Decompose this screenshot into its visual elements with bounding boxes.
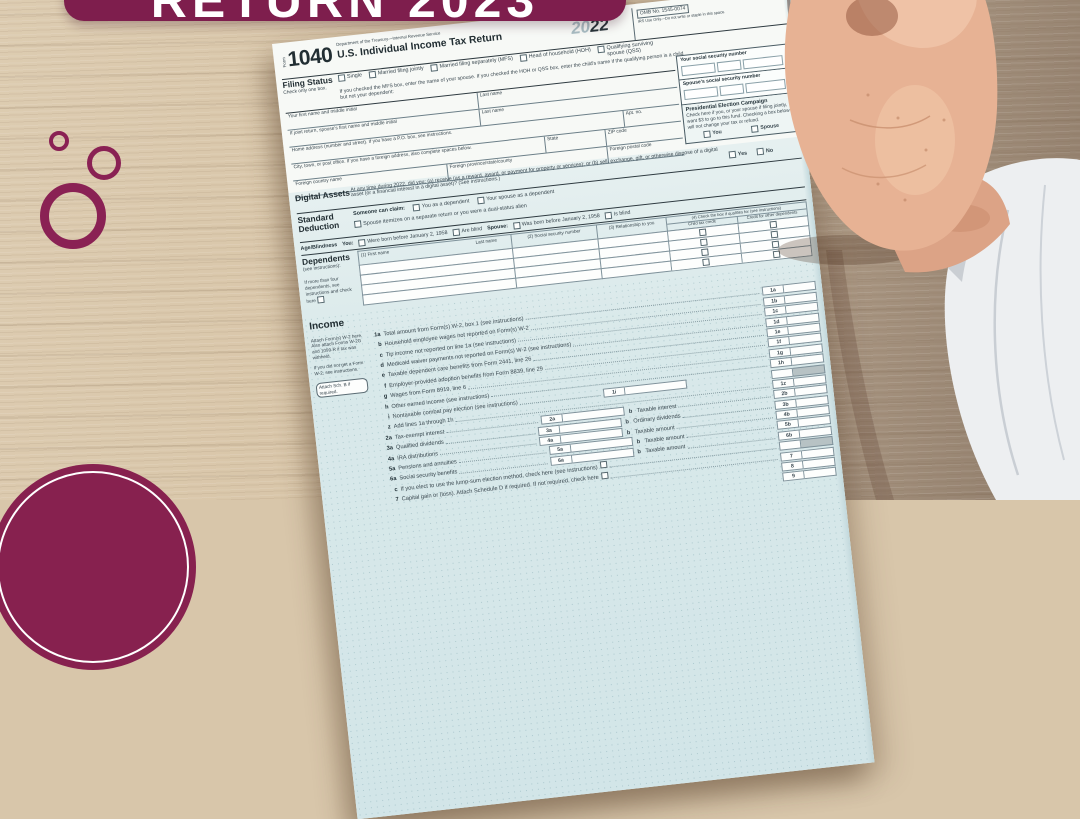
decorative-ring-medium [87,146,121,180]
banner-title: RETURN 2023 [150,0,540,28]
form-1040-paper: Form 1040 Department of the Treasury—Int… [272,0,875,819]
checkbox[interactable] [601,471,609,480]
spouse-blind-option[interactable]: Is blind [604,209,631,220]
income-margin: Income Attach Form(s) W-2 here. Also att… [309,316,369,399]
checkbox[interactable] [756,147,765,156]
dependents-margin: Dependents (see instructions): If more t… [302,252,361,305]
checkbox[interactable] [772,250,781,259]
filing-status-option-single[interactable]: Single [337,72,363,87]
checkbox[interactable] [701,248,710,257]
checkbox[interactable] [512,221,521,230]
checkbox[interactable] [604,211,613,219]
omb-block: OMB No. 1545-0074 IRS Use Only—Do not wr… [631,0,787,41]
standard-deduction-label: Standard Deduction [296,211,340,234]
form-number: 1040 [286,43,334,72]
checkbox[interactable] [769,220,777,229]
checkbox[interactable] [728,151,737,159]
election-you-option[interactable]: You [703,129,722,139]
digital-assets-yes[interactable]: Yes [728,150,748,160]
checkbox[interactable] [316,295,325,304]
spouse-label: Spouse: [486,223,509,232]
no-w2-note: If you did not get a Form W-2, see instr… [313,360,364,377]
checkbox[interactable] [699,228,707,237]
checkbox[interactable] [353,220,362,229]
checkbox[interactable] [700,238,708,247]
col-last-name: Last name [475,237,498,245]
attach-w2-note: Attach Form(s) W-2 here. Also attach For… [310,332,363,361]
checkbox[interactable] [430,63,439,72]
checkbox[interactable] [519,54,528,62]
decorative-ring-small [49,131,69,151]
you-blind-option[interactable]: Are blind [452,226,483,237]
you-label: You: [341,240,354,248]
age-blindness-label: Age/Blindness [300,242,338,253]
checkbox[interactable] [600,461,608,469]
checkbox[interactable] [702,258,711,267]
digital-assets-no[interactable]: No [756,147,774,157]
checkbox[interactable] [703,130,711,139]
checkbox[interactable] [452,228,460,236]
checkbox[interactable] [751,125,759,134]
banner: RETURN 2023 [64,0,626,25]
checkbox[interactable] [412,203,421,212]
election-spouse-option[interactable]: Spouse [751,123,779,134]
right-column: Your social security number Spouse's soc… [675,43,799,145]
checkbox[interactable] [597,45,606,54]
checkbox[interactable] [368,70,377,79]
checkbox[interactable] [337,74,346,82]
decorative-filled-circle [0,464,196,670]
checkbox[interactable] [476,196,485,204]
checkbox[interactable] [771,240,780,249]
checkbox[interactable] [770,230,779,239]
checkbox[interactable] [358,238,366,247]
more-dependents-note: If more than four dependents, see instru… [304,276,353,304]
decorative-ring-large [40,183,106,249]
